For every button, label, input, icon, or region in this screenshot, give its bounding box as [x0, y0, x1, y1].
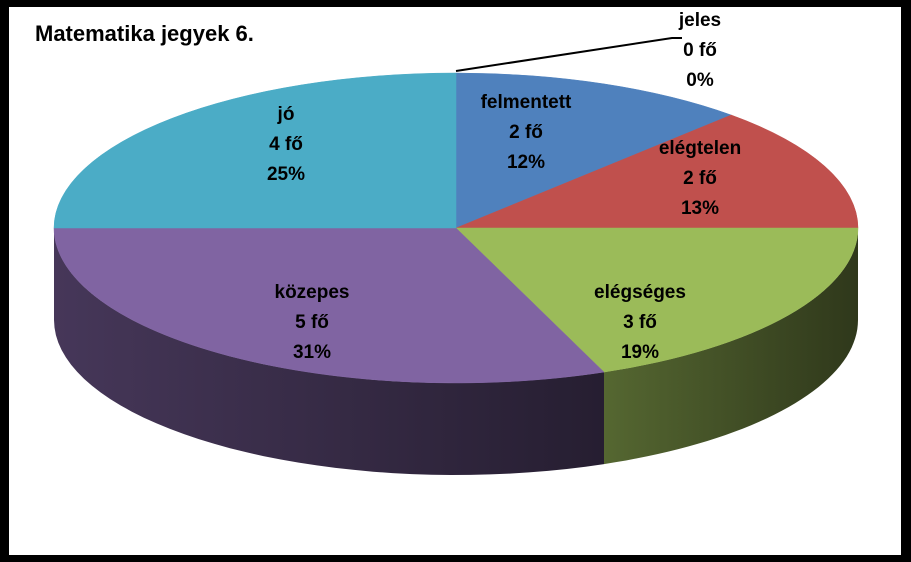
data-label-elégséges: elégséges 3 fő 19% — [594, 282, 686, 363]
data-label-category-elégséges: elégséges — [594, 282, 686, 303]
data-label-count-jó: 4 fő — [269, 134, 303, 155]
data-label-count-felmentett: 2 fő — [509, 122, 543, 143]
data-label-category-közepes: közepes — [275, 282, 350, 303]
data-label-count-elégtelen: 2 fő — [683, 168, 717, 189]
data-label-percent-felmentett: 12% — [507, 152, 545, 173]
data-label-percent-közepes: 31% — [293, 342, 331, 363]
data-label-percent-jeles: 0% — [686, 70, 714, 91]
data-label-count-közepes: 5 fő — [295, 312, 329, 333]
data-label-közepes: közepes 5 fő 31% — [275, 282, 350, 363]
data-label-jó: jó 4 fő 25% — [267, 104, 305, 185]
data-label-elégtelen: elégtelen 2 fő 13% — [659, 138, 741, 219]
data-label-category-jó: jó — [277, 104, 295, 125]
slice-elégtelen — [455, 114, 859, 229]
data-label-percent-jó: 25% — [267, 164, 305, 185]
slice-felmentett — [455, 72, 732, 229]
data-label-percent-elégtelen: 13% — [681, 198, 719, 219]
data-label-category-elégtelen: elégtelen — [659, 138, 741, 159]
chart-title: Matematika jegyek 6. — [35, 21, 254, 46]
data-label-percent-elégséges: 19% — [621, 342, 659, 363]
slice-side-elégséges — [604, 228, 858, 465]
data-label-count-jeles: 0 fő — [683, 40, 717, 61]
leader-line-jeles — [455, 37, 682, 72]
data-label-felmentett: felmentett 2 fő 12% — [481, 92, 572, 173]
data-label-category-felmentett: felmentett — [481, 92, 572, 113]
data-label-category-jeles: jeles — [678, 10, 721, 31]
data-label-count-elégséges: 3 fő — [623, 312, 657, 333]
slice-side-közepes — [54, 228, 604, 475]
slice-elégséges — [455, 227, 859, 373]
slice-jó — [53, 72, 457, 229]
slice-közepes — [53, 227, 605, 384]
data-label-jeles: jeles 0 fő 0% — [678, 10, 721, 91]
